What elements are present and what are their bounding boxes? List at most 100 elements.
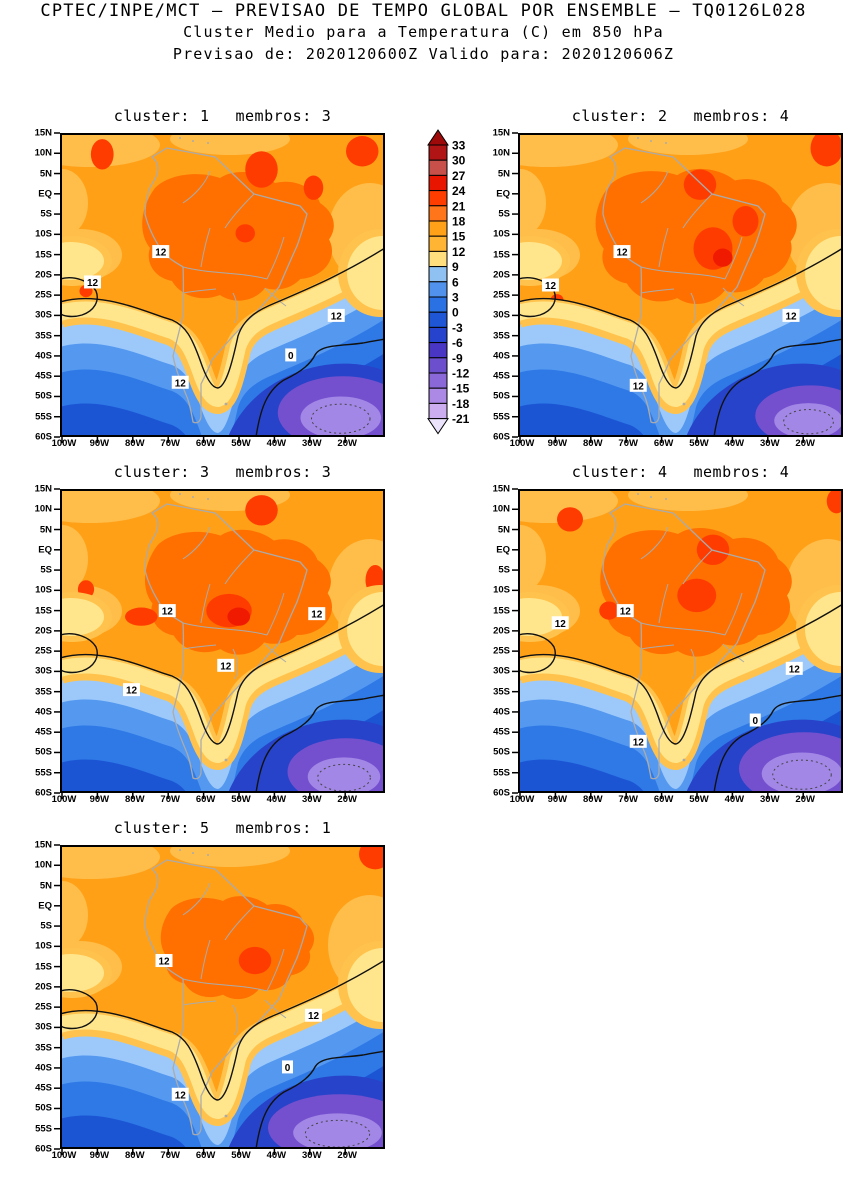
lat-tick-label: 55S <box>35 1123 52 1135</box>
contour-label-chip <box>171 1087 189 1101</box>
colorbar-tick-label: -9 <box>452 351 463 365</box>
lat-tick-label: 20S <box>493 625 510 637</box>
contour-label: 12 <box>175 1090 187 1101</box>
cluster-panel-1: cluster: 1 membros: 3 15N 10N 5N EQ 5S 10S 15S 20S… <box>26 105 419 477</box>
contour-label-chip <box>123 683 140 697</box>
contour-label: 0 <box>285 1063 291 1074</box>
lon-tick-label: 50W <box>231 794 251 805</box>
contour-12 <box>518 603 843 745</box>
contour-label: 12 <box>220 661 232 672</box>
colorbar-cell <box>428 387 448 404</box>
contour-label-chip <box>155 954 173 968</box>
lon-tick-label: 50W <box>689 438 709 449</box>
membros-number: 4 <box>779 107 790 125</box>
contour-label-chip <box>785 661 803 675</box>
colorbar-cell <box>428 190 448 207</box>
cluster-panel-4: cluster: 4 membros: 4 15N 10N 5N EQ 5S 10S 15S 20S… <box>484 461 847 833</box>
map-frame <box>518 489 843 793</box>
lon-tick-label: 90W <box>89 794 110 805</box>
panel-title: cluster: 2 membros: 4 <box>518 107 843 125</box>
contour-label-chip <box>616 604 634 618</box>
map-frame <box>518 133 843 437</box>
lon-tick-label: 70W <box>160 1150 180 1161</box>
lon-tick-label: 40W <box>724 794 745 805</box>
lat-tick-label: 10S <box>35 940 52 952</box>
lat-axis: 15N 10N 5N EQ 5S 10S 15S 20S 25S 30S 35S 40S 45S 50S 5… <box>26 484 52 799</box>
map-frame <box>60 133 385 437</box>
panel-title: cluster: 3 membros: 3 <box>60 463 385 481</box>
contour-label: 12 <box>158 957 170 968</box>
lat-tick-label: 50S <box>35 390 52 402</box>
lon-tick-label: 40W <box>724 438 745 449</box>
contour-label: 12 <box>311 610 323 621</box>
lat-tick-label: 30S <box>35 309 52 321</box>
colorbar-cell <box>428 205 448 222</box>
colorbar-cell <box>428 220 448 237</box>
colorbar-arrow-up <box>427 129 449 146</box>
lon-axis: 100W 90W 80W 70W 60W 50W 40W 30W 20W <box>52 794 385 808</box>
lat-tick-label: 5N <box>497 524 510 536</box>
cluster-label: cluster: <box>113 819 190 837</box>
page-subtitle: Cluster Medio para a Temperatura (C) em … <box>183 23 664 41</box>
contour-map: 12 12 12 12 <box>512 132 843 443</box>
lon-tick-label: 80W <box>583 438 603 449</box>
lat-tick-label: 10N <box>34 503 52 515</box>
lat-tick-label: 40S <box>493 350 510 362</box>
contour-label: 12 <box>620 607 632 618</box>
map-area: 12 12 12 12 0 <box>54 132 385 443</box>
panel-title: cluster: 5 membros: 1 <box>60 819 385 837</box>
lat-tick-label: 15N <box>492 483 510 495</box>
forecast-page: { "header": { "line1": "CPTEC/INPE/MCT \… <box>26 1 847 1161</box>
lat-tick-label: 10N <box>34 859 52 871</box>
lat-tick-label: 40S <box>35 350 52 362</box>
contour-12 <box>518 247 843 389</box>
lat-tick-label: 60S <box>35 1143 52 1155</box>
cluster-number: 4 <box>657 463 668 481</box>
lon-tick-label: 70W <box>618 794 638 805</box>
colorbar-tick-label: -21 <box>452 412 470 426</box>
cluster-label: cluster: <box>113 107 190 125</box>
contour-label: 0 <box>288 351 294 362</box>
lat-axis: 15N 10N 5N EQ 5S 10S 15S 20S 25S 30S 35S 40S 45S 50S 5… <box>26 840 52 1155</box>
colorbar-cell <box>428 250 448 268</box>
lat-tick-label: 20S <box>35 981 52 993</box>
lon-axis: 100W 90W 80W 70W 60W 50W 40W 30W 20W <box>52 438 385 452</box>
lat-tick-label: 60S <box>35 431 52 443</box>
contour-label: 12 <box>126 686 138 697</box>
lon-tick-label: 60W <box>653 438 674 449</box>
lon-tick-label: 100W <box>51 794 77 805</box>
contour-12 <box>60 959 385 1101</box>
colorbar-tick-label: 30 <box>452 154 466 168</box>
lat-tick-label: 5N <box>39 168 52 180</box>
contour-label: 12 <box>555 619 567 630</box>
map-frame <box>60 845 385 1149</box>
colorbar-tick-label: 12 <box>452 245 466 259</box>
lat-tick-label: 5S <box>498 208 510 220</box>
membros-label: membros: <box>235 463 312 481</box>
lat-tick-label: 25S <box>493 645 510 657</box>
lat-tick-label: 50S <box>35 746 52 758</box>
lon-tick-label: 30W <box>302 438 322 449</box>
lon-tick-label: 100W <box>51 1150 77 1161</box>
membros-number: 3 <box>321 107 332 125</box>
contour-label: 12 <box>616 248 628 259</box>
lon-tick-label: 20W <box>337 1150 357 1161</box>
lon-tick-label: 60W <box>195 438 216 449</box>
lat-axis: 15N 10N 5N EQ 5S 10S 15S 20S 25S 30S 35S 40S 45S 50S 5… <box>484 128 510 443</box>
colorbar-cell <box>428 372 448 389</box>
cluster-panel-2: cluster: 2 membros: 4 15N 10N 5N EQ 5S 10S 15S 20S… <box>484 105 847 477</box>
membros-number: 4 <box>779 463 790 481</box>
lat-tick-label: 5S <box>40 208 52 220</box>
contour-0 <box>713 694 843 793</box>
lon-tick-label: 20W <box>795 794 815 805</box>
lat-tick-label: 60S <box>35 787 52 799</box>
contour-label: 12 <box>331 311 343 322</box>
membros-label: membros: <box>235 107 312 125</box>
colorbar-cell <box>428 159 448 176</box>
map-area: 12 12 12 12 <box>512 132 843 443</box>
membros-label: membros: <box>235 819 312 837</box>
contour-12 <box>60 247 385 389</box>
contour-0 <box>255 694 385 793</box>
contour-0 <box>713 338 843 437</box>
map-frame <box>60 489 385 793</box>
